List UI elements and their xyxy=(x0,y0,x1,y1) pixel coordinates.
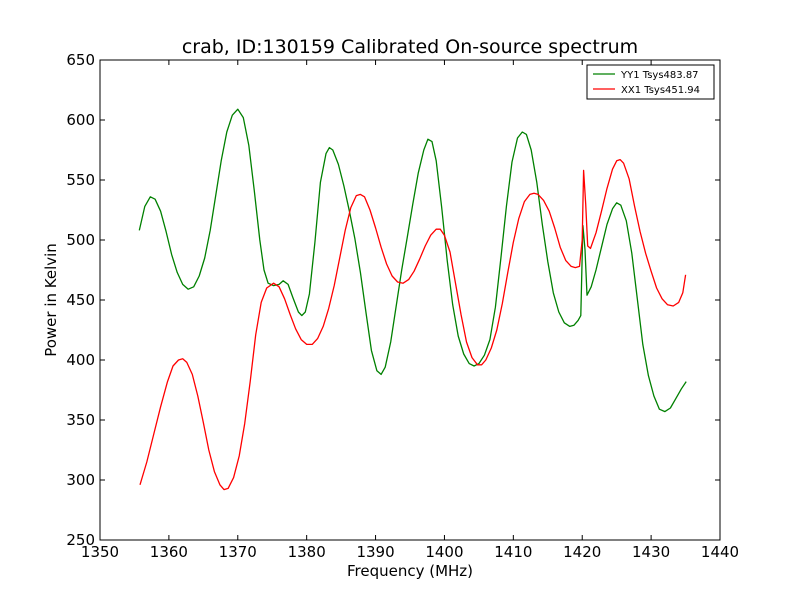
x-tick-label: 1380 xyxy=(288,543,326,561)
legend: YY1 Tsys483.87 XX1 Tsys451.94 xyxy=(586,64,715,100)
series-line-xx1 xyxy=(139,158,687,491)
y-tick-label: 250 xyxy=(66,531,95,549)
series-line-yy1 xyxy=(138,108,687,413)
x-tick-label: 1360 xyxy=(150,543,188,561)
y-axis-label: Power in Kelvin xyxy=(42,243,60,357)
y-tick-label: 500 xyxy=(66,231,95,249)
x-tick-label: 1430 xyxy=(632,543,670,561)
y-tick-label: 400 xyxy=(66,351,95,369)
y-tick-label: 300 xyxy=(66,471,95,489)
y-tick-label: 600 xyxy=(66,111,95,129)
legend-entry: XX1 Tsys451.94 xyxy=(621,85,700,96)
legend-entry: YY1 Tsys483.87 xyxy=(620,70,699,81)
x-tick-label: 1440 xyxy=(701,543,739,561)
y-tick-label: 350 xyxy=(66,411,95,429)
y-tick-label: 650 xyxy=(66,51,95,69)
chart-title: crab, ID:130159 Calibrated On-source spe… xyxy=(182,36,638,58)
x-tick-label: 1410 xyxy=(494,543,532,561)
x-tick-label: 1350 xyxy=(81,543,119,561)
x-tick-label: 1390 xyxy=(356,543,394,561)
x-tick-label: 1370 xyxy=(219,543,257,561)
axis-ticks: 1350 1360 1370 1380 1390 1400 1410 1420 1430 1440… xyxy=(66,51,739,561)
y-tick-label: 550 xyxy=(66,171,95,189)
x-axis-label: Frequency (MHz) xyxy=(347,562,473,580)
legend-box xyxy=(586,64,715,100)
y-tick-label: 450 xyxy=(66,291,95,309)
x-tick-label: 1420 xyxy=(563,543,601,561)
x-tick-label: 1400 xyxy=(425,543,463,561)
series-lines xyxy=(138,108,687,491)
